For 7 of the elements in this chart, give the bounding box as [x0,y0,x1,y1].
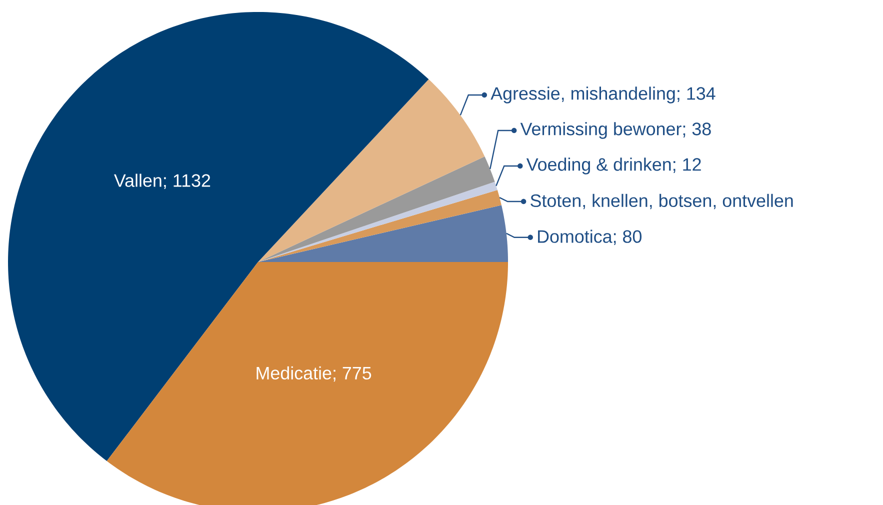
slice-label: Medicatie; 775 [256,366,372,382]
slice-label: Stoten, knellen, botsen, ontvellen [530,194,793,210]
slice-label: Voeding & drinken; 12 [526,158,701,174]
slice-label: Vallen; 1132 [114,174,210,190]
slice-label: Domotica; 80 [538,230,642,246]
slice-label: Vermissing bewoner; 38 [520,122,711,139]
slice-label: Agressie, mishandeling; 134 [490,86,716,104]
